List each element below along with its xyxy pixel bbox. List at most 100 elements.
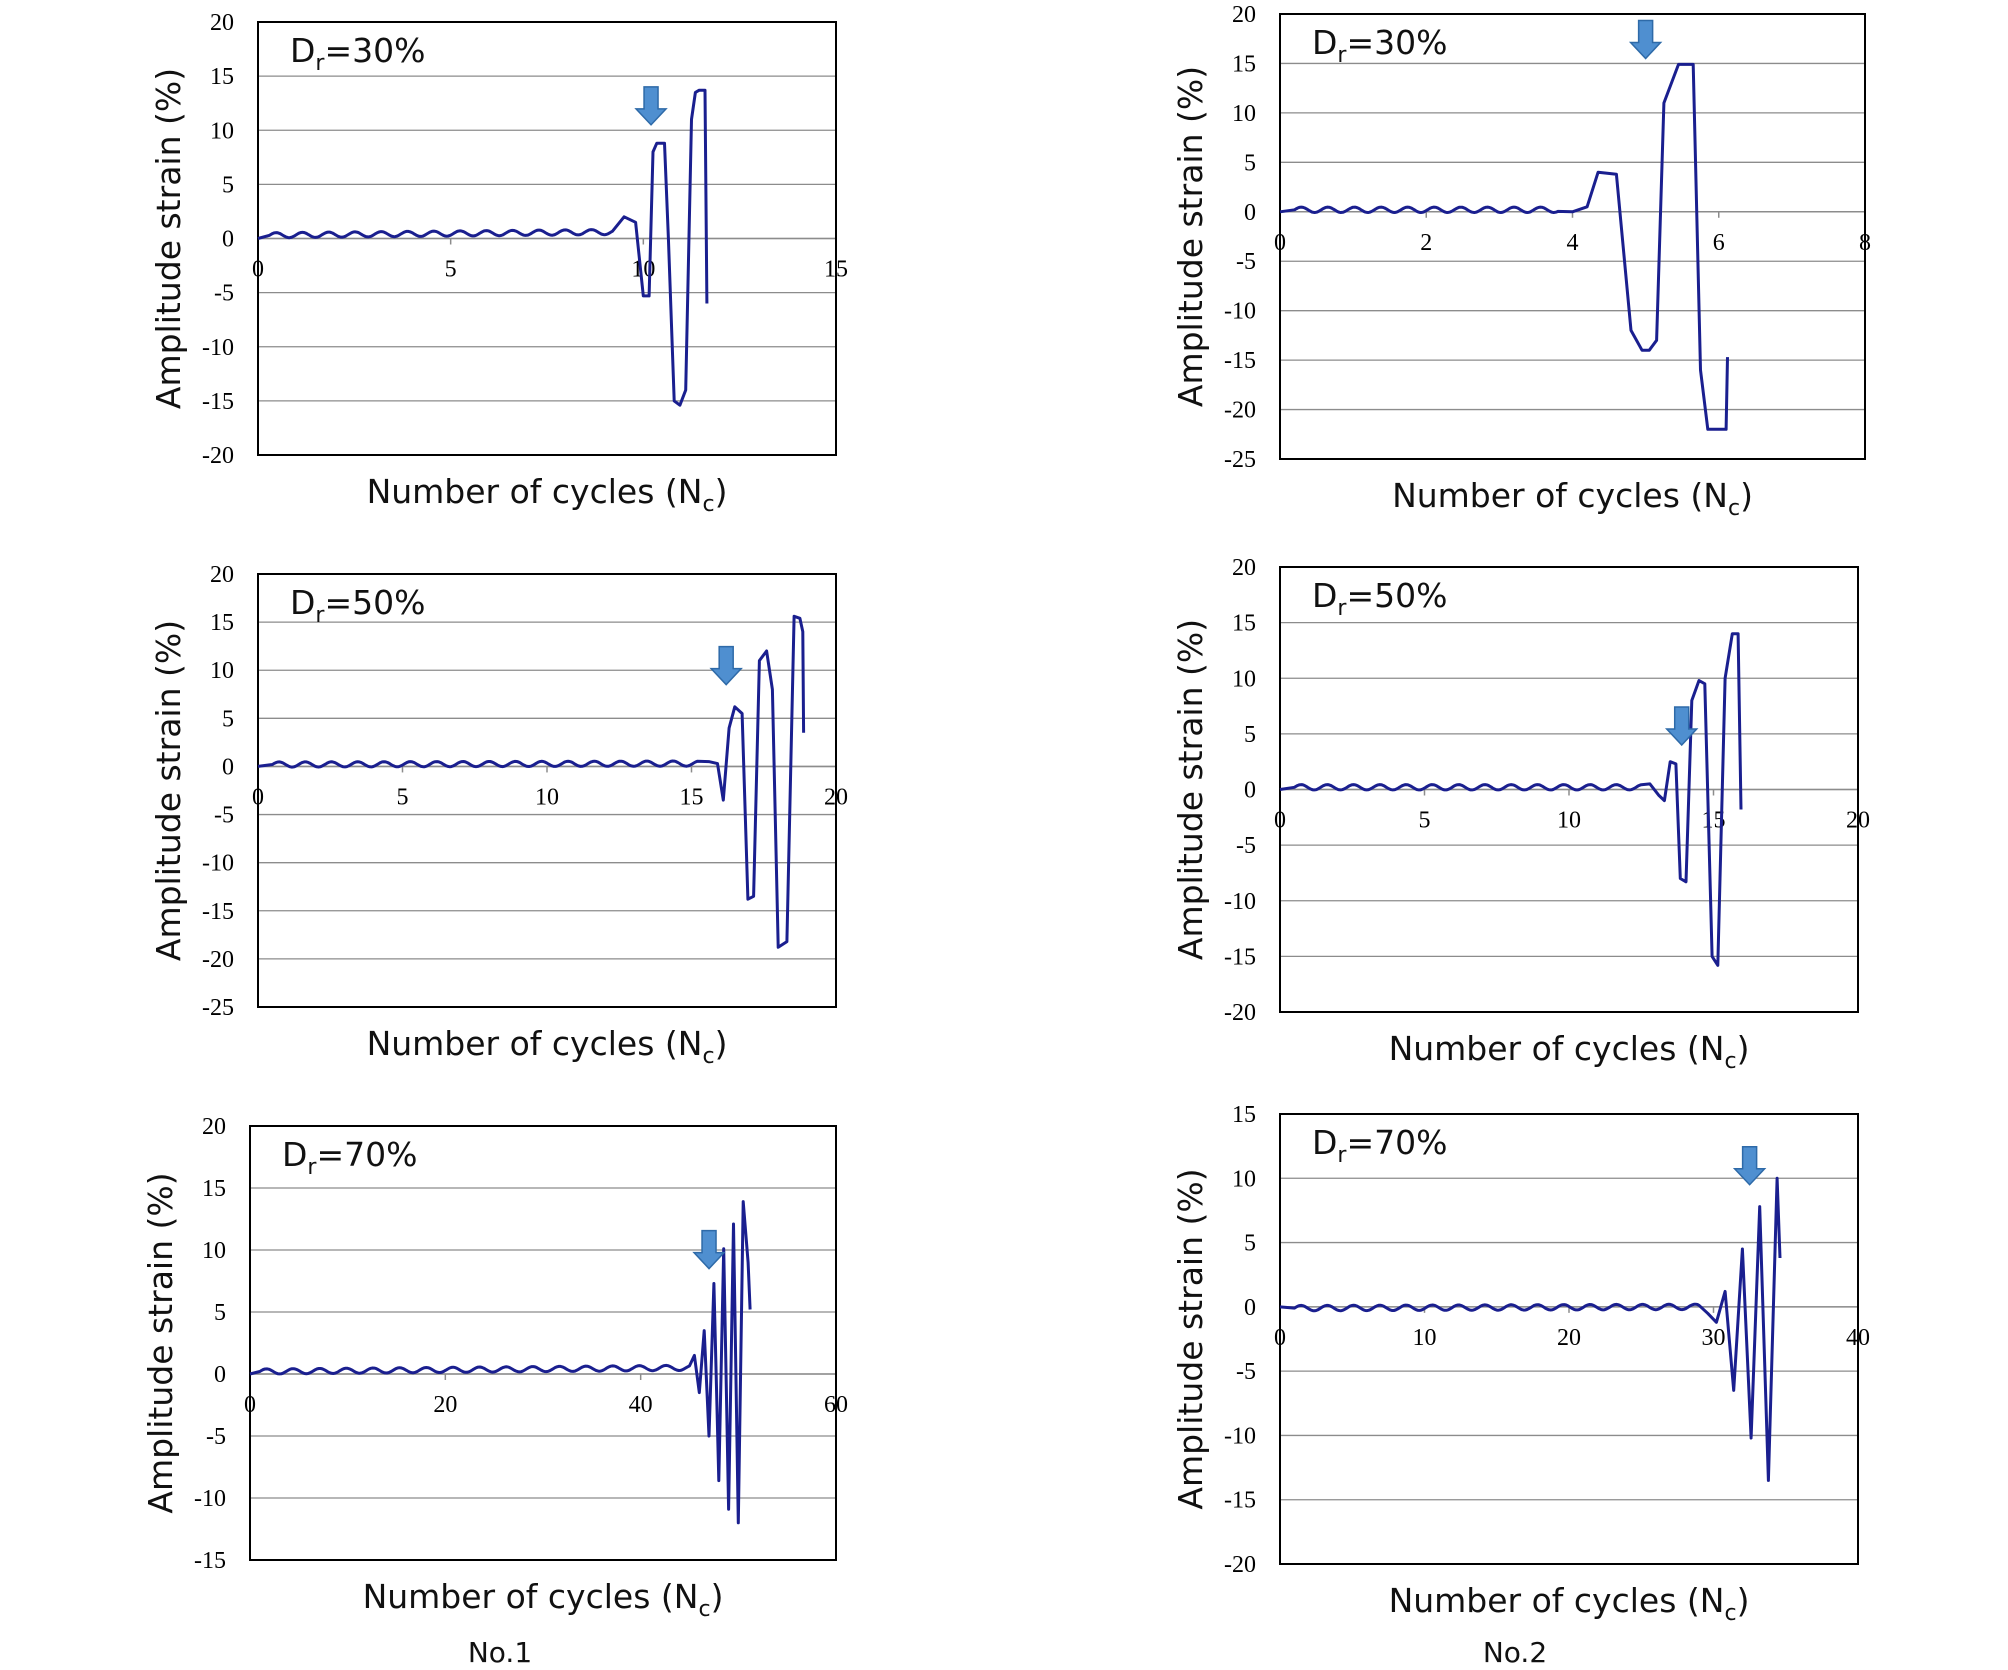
x-axis-label: Number of cycles (Nc) xyxy=(367,1024,728,1069)
plot-frame xyxy=(1279,13,1866,460)
column-label-no2: No.2 xyxy=(1483,1636,1547,1669)
liquefaction-arrow-icon xyxy=(709,645,743,686)
strain-series-line xyxy=(257,614,806,949)
y-tick-label: -15 xyxy=(1224,944,1256,970)
strain-series-line xyxy=(257,88,709,407)
y-tick-label: 15 xyxy=(210,64,234,90)
x-axis-label-subscript: c xyxy=(1724,1601,1736,1626)
x-axis-label-main: Number of cycles (N xyxy=(1389,1029,1725,1068)
y-tick-label: 20 xyxy=(210,10,234,36)
y-tick-label: -20 xyxy=(202,947,234,973)
x-tick-label: 10 xyxy=(1413,1325,1437,1351)
y-tick-label: 5 xyxy=(222,706,234,732)
y-tick-label: 20 xyxy=(1232,2,1256,28)
y-tick-label: -10 xyxy=(1224,1423,1256,1449)
y-tick-label: -20 xyxy=(1224,1552,1256,1578)
y-tick-label: 15 xyxy=(1232,51,1256,77)
x-axis-label: Number of cycles (Nc) xyxy=(363,1577,724,1622)
density-annotation-subscript: r xyxy=(315,51,325,76)
x-tick-label: 5 xyxy=(445,257,457,283)
x-axis-label-rest: ) xyxy=(715,472,728,511)
y-tick-label: 15 xyxy=(210,610,234,636)
x-axis-label-subscript: c xyxy=(702,492,714,517)
x-tick-label: 40 xyxy=(629,1392,653,1418)
density-annotation-main: D xyxy=(1312,23,1337,62)
x-axis-label: Number of cycles (Nc) xyxy=(367,472,728,517)
x-tick-label: 20 xyxy=(433,1392,457,1418)
y-tick-label: 0 xyxy=(1244,200,1256,226)
x-axis-label-rest: ) xyxy=(1737,1581,1750,1620)
x-tick-label: 4 xyxy=(1567,230,1579,256)
x-tick-label: 30 xyxy=(1702,1325,1726,1351)
y-tick-label: -20 xyxy=(1224,1000,1256,1026)
x-tick-label: 6 xyxy=(1713,230,1725,256)
liquefaction-arrow-icon xyxy=(634,86,668,126)
y-tick-label: -5 xyxy=(1236,1359,1256,1385)
liquefaction-arrow-icon xyxy=(1628,19,1663,60)
x-tick-label: 10 xyxy=(631,257,655,283)
y-tick-label: -5 xyxy=(214,281,234,307)
x-axis-label: Number of cycles (Nc) xyxy=(1389,1029,1750,1074)
y-tick-label: -10 xyxy=(202,335,234,361)
y-tick-label: 5 xyxy=(1244,1231,1256,1257)
density-annotation: Dr=50% xyxy=(290,583,425,628)
y-tick-label: 5 xyxy=(1244,722,1256,748)
plot-frame xyxy=(249,1125,837,1561)
x-axis-label-main: Number of cycles (N xyxy=(1389,1581,1725,1620)
y-axis-label: Amplitude strain (%) xyxy=(149,620,188,961)
strain-series-line xyxy=(1279,632,1743,967)
y-tick-label: 20 xyxy=(210,562,234,588)
x-axis-label: Number of cycles (Nc) xyxy=(1389,1581,1750,1626)
y-tick-label: 10 xyxy=(202,1238,226,1264)
density-annotation-rest: =30% xyxy=(1346,23,1447,62)
y-tick-label: -15 xyxy=(202,899,234,925)
x-tick-label: 10 xyxy=(535,784,559,810)
y-tick-label: -15 xyxy=(1224,348,1256,374)
density-annotation: Dr=30% xyxy=(290,31,425,76)
y-tick-label: -15 xyxy=(1224,1488,1256,1514)
x-axis-label-subscript: c xyxy=(698,1597,710,1622)
y-axis-label: Amplitude strain (%) xyxy=(1171,1168,1210,1509)
x-axis-label-subscript: c xyxy=(1724,1049,1736,1074)
density-annotation-subscript: r xyxy=(1337,1143,1347,1168)
y-tick-label: -5 xyxy=(206,1424,226,1450)
y-tick-label: -5 xyxy=(1236,249,1256,275)
y-tick-label: -15 xyxy=(202,389,234,415)
y-tick-label: 20 xyxy=(202,1114,226,1140)
y-tick-label: 15 xyxy=(202,1176,226,1202)
y-tick-label: 0 xyxy=(1244,778,1256,804)
x-axis-label-rest: ) xyxy=(1740,476,1753,515)
x-tick-label: 5 xyxy=(397,784,409,810)
density-annotation-main: D xyxy=(1312,1123,1337,1162)
y-tick-label: -5 xyxy=(214,803,234,829)
density-annotation: Dr=70% xyxy=(1312,1123,1447,1168)
y-tick-label: 5 xyxy=(222,172,234,198)
y-tick-label: 15 xyxy=(1232,1102,1256,1128)
x-tick-label: 20 xyxy=(1557,1325,1581,1351)
y-axis-label: Amplitude strain (%) xyxy=(149,68,188,409)
x-axis-label-main: Number of cycles (N xyxy=(1392,476,1728,515)
density-annotation: Dr=30% xyxy=(1312,23,1447,68)
y-tick-label: 10 xyxy=(1232,666,1256,692)
x-tick-label: 2 xyxy=(1420,230,1432,256)
density-annotation-subscript: r xyxy=(315,603,325,628)
column-label-no1: No.1 xyxy=(468,1636,532,1669)
x-axis-label-rest: ) xyxy=(711,1577,724,1616)
y-tick-label: -10 xyxy=(202,851,234,877)
y-tick-label: 0 xyxy=(222,754,234,780)
density-annotation-main: D xyxy=(1312,576,1337,615)
y-tick-label: 5 xyxy=(1244,150,1256,176)
density-annotation: Dr=70% xyxy=(282,1135,417,1180)
y-tick-label: 20 xyxy=(1232,555,1256,581)
y-tick-label: -10 xyxy=(194,1486,226,1512)
density-annotation-rest: =50% xyxy=(324,583,425,622)
strain-series-line xyxy=(1279,1176,1782,1482)
liquefaction-arrow-icon xyxy=(1732,1145,1767,1186)
y-tick-label: -25 xyxy=(1224,447,1256,473)
y-tick-label: 15 xyxy=(1232,611,1256,637)
